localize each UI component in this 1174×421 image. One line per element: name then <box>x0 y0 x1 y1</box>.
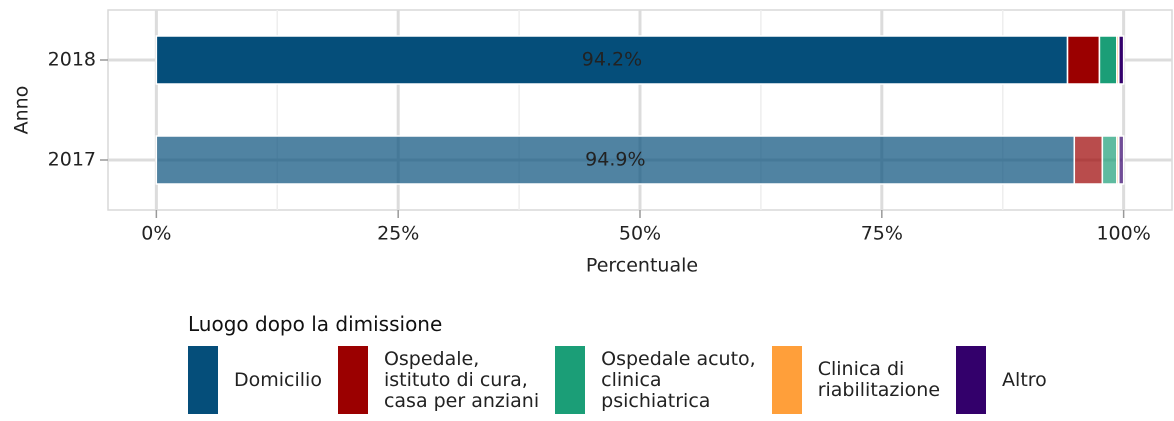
legend-item: Clinica di riabilitazione <box>771 346 941 414</box>
legend-key <box>555 346 586 414</box>
legend-items: Domicilio Ospedale, istituto di cura, cas… <box>188 346 1063 414</box>
x-axis-label: Percentuale <box>586 255 698 277</box>
bar-segment <box>155 135 1076 185</box>
legend-label: Ospedale, istituto di cura, casa per anz… <box>383 347 540 412</box>
chart: Percentuale Anno 0% 25% 50% 75% 100% 2018 2017… <box>11 9 1173 277</box>
legend-item: Ospedale acuto, clinica psichiatrica <box>555 346 756 414</box>
bar-segment <box>155 35 1069 85</box>
bar-segment <box>1073 135 1104 185</box>
x-tick-label: 25% <box>377 223 419 245</box>
legend-title: Luogo dopo la dimissione <box>188 312 443 336</box>
y-axis-label: Anno <box>11 86 33 135</box>
legend-key <box>771 346 802 414</box>
x-tick-label: 100% <box>1096 223 1150 245</box>
bar-segment <box>1098 35 1118 85</box>
value-label: 94.2% <box>582 49 642 71</box>
legend-item: Ospedale, istituto di cura, casa per anz… <box>337 346 540 414</box>
legend-item: Altro <box>956 346 1047 414</box>
bar-segment <box>1066 35 1101 85</box>
value-label: 94.9% <box>585 149 645 171</box>
x-tick-label: 75% <box>861 223 903 245</box>
legend-key <box>956 346 987 414</box>
legend-key <box>188 346 218 414</box>
x-tick-label: 0% <box>141 223 171 245</box>
legend: Luogo dopo la dimissione Domicilio Ospeda… <box>188 312 1063 414</box>
bar-segment <box>1118 35 1125 85</box>
y-tick-label: 2017 <box>48 149 96 171</box>
legend-label: Ospedale acuto, clinica psichiatrica <box>601 347 756 412</box>
legend-label: Altro <box>1002 368 1047 391</box>
y-tick-label: 2018 <box>48 49 96 71</box>
legend-label: Clinica di riabilitazione <box>817 358 941 401</box>
legend-label: Domicilio <box>234 368 322 391</box>
bar-segment <box>1118 135 1125 185</box>
bar-segment <box>1101 135 1118 185</box>
x-tick-label: 50% <box>619 223 661 245</box>
legend-key <box>337 346 368 414</box>
legend-item: Domicilio <box>188 346 322 414</box>
